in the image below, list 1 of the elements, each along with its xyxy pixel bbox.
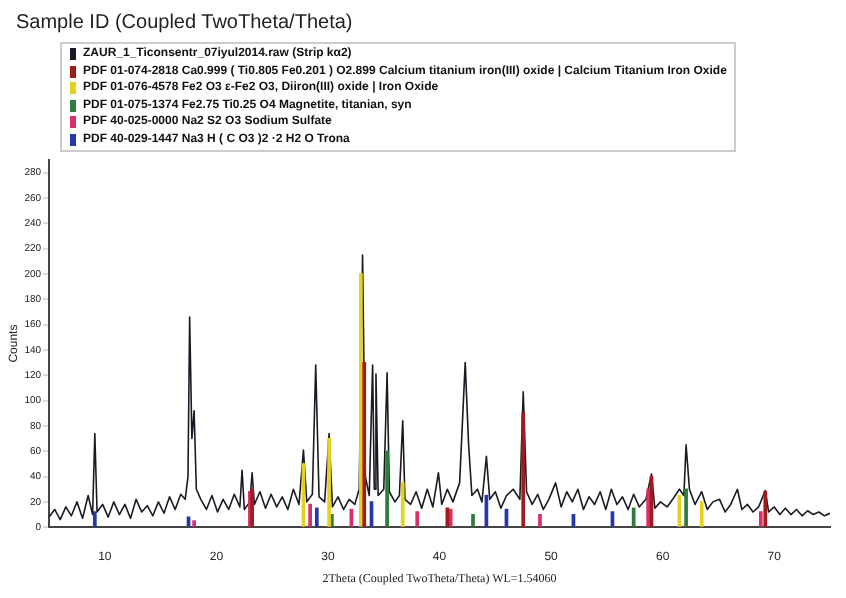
- chart-title: Sample ID (Coupled TwoTheta/Theta): [14, 10, 355, 38]
